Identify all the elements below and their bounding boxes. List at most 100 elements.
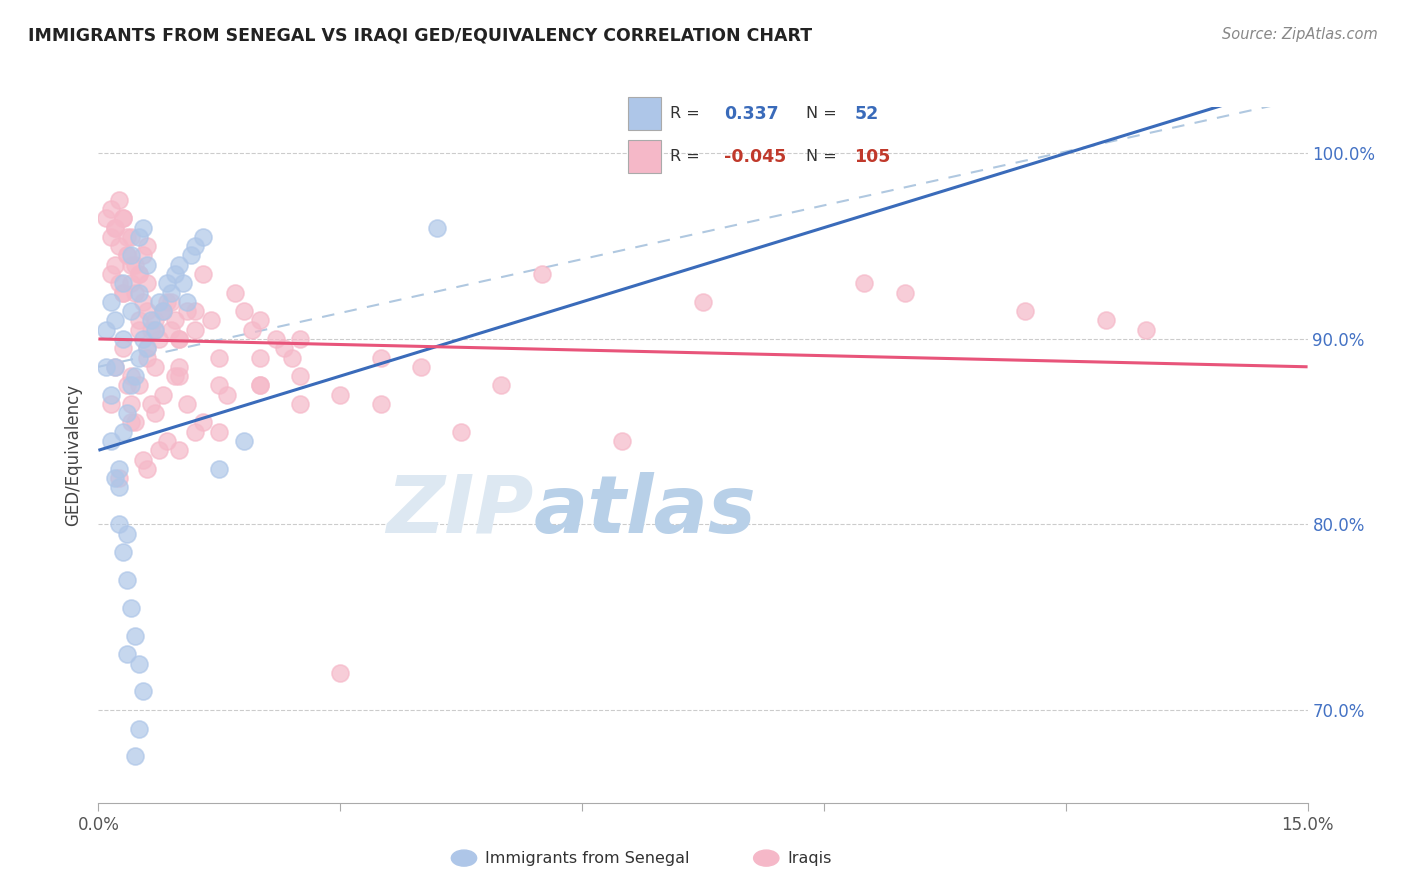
Point: [288, 332, 311, 346]
Text: 52: 52: [855, 104, 879, 122]
Point: [176, 397, 198, 411]
Point: [160, 285, 183, 300]
Point: [100, 267, 122, 281]
Point: [132, 452, 155, 467]
Point: [107, 277, 129, 291]
Point: [143, 323, 166, 337]
Point: [249, 313, 271, 327]
Point: [176, 304, 198, 318]
Point: [163, 369, 186, 384]
Text: N =: N =: [806, 106, 837, 121]
Point: [163, 267, 186, 281]
Point: [143, 313, 166, 327]
Point: [103, 258, 125, 272]
Point: [128, 285, 150, 300]
Point: [249, 378, 271, 392]
Point: [232, 434, 254, 448]
Point: [249, 351, 271, 365]
Point: [692, 294, 714, 309]
Point: [264, 332, 287, 346]
Point: [120, 378, 142, 392]
Text: R =: R =: [671, 149, 700, 164]
Point: [120, 369, 142, 384]
Point: [132, 684, 155, 698]
Point: [176, 294, 198, 309]
Point: [103, 220, 125, 235]
Point: [143, 323, 166, 337]
Point: [96, 359, 118, 374]
Point: [193, 416, 215, 430]
Point: [103, 359, 125, 374]
Point: [107, 471, 129, 485]
Point: [103, 220, 125, 235]
Text: 0.337: 0.337: [724, 104, 779, 122]
Point: [156, 434, 179, 448]
Point: [409, 359, 432, 374]
Point: [115, 378, 138, 392]
Point: [329, 387, 352, 401]
Point: [370, 397, 392, 411]
Point: [132, 332, 155, 346]
Point: [111, 545, 134, 559]
Point: [184, 425, 207, 439]
Point: [111, 285, 134, 300]
Point: [128, 657, 150, 671]
Point: [111, 211, 134, 226]
Point: [160, 294, 183, 309]
Point: [184, 323, 207, 337]
Point: [281, 351, 304, 365]
Point: [115, 573, 138, 587]
Point: [107, 462, 129, 476]
Point: [128, 351, 150, 365]
Point: [139, 397, 162, 411]
Point: [107, 480, 129, 494]
Point: [100, 434, 122, 448]
Point: [184, 239, 207, 253]
Point: [115, 248, 138, 262]
Point: [288, 397, 311, 411]
Point: [152, 304, 174, 318]
Point: [103, 359, 125, 374]
Point: [128, 722, 150, 736]
Point: [152, 304, 174, 318]
Point: [249, 378, 271, 392]
Point: [120, 304, 142, 318]
Point: [200, 313, 222, 327]
Point: [120, 277, 142, 291]
Point: [120, 397, 142, 411]
Point: [612, 434, 634, 448]
Point: [167, 332, 190, 346]
Point: [370, 351, 392, 365]
Text: Iraqis: Iraqis: [787, 851, 832, 865]
Point: [128, 378, 150, 392]
Y-axis label: GED/Equivalency: GED/Equivalency: [65, 384, 83, 526]
Text: ZIP: ZIP: [387, 472, 534, 549]
Text: atlas: atlas: [534, 472, 756, 549]
Point: [100, 387, 122, 401]
Point: [115, 406, 138, 420]
Point: [135, 258, 157, 272]
Point: [111, 211, 134, 226]
Point: [184, 304, 207, 318]
Point: [143, 359, 166, 374]
Point: [208, 351, 231, 365]
Point: [167, 258, 190, 272]
Point: [124, 258, 146, 272]
Point: [107, 193, 129, 207]
Point: [450, 425, 472, 439]
Point: [111, 332, 134, 346]
Point: [240, 323, 263, 337]
Text: IMMIGRANTS FROM SENEGAL VS IRAQI GED/EQUIVALENCY CORRELATION CHART: IMMIGRANTS FROM SENEGAL VS IRAQI GED/EQU…: [28, 27, 813, 45]
Point: [120, 416, 142, 430]
Point: [128, 230, 150, 244]
Point: [115, 248, 138, 262]
Point: [163, 313, 186, 327]
Point: [128, 267, 150, 281]
Point: [1014, 304, 1036, 318]
Point: [135, 304, 157, 318]
Point: [156, 277, 179, 291]
Point: [224, 285, 246, 300]
Point: [139, 313, 162, 327]
Point: [124, 369, 146, 384]
Point: [120, 230, 142, 244]
